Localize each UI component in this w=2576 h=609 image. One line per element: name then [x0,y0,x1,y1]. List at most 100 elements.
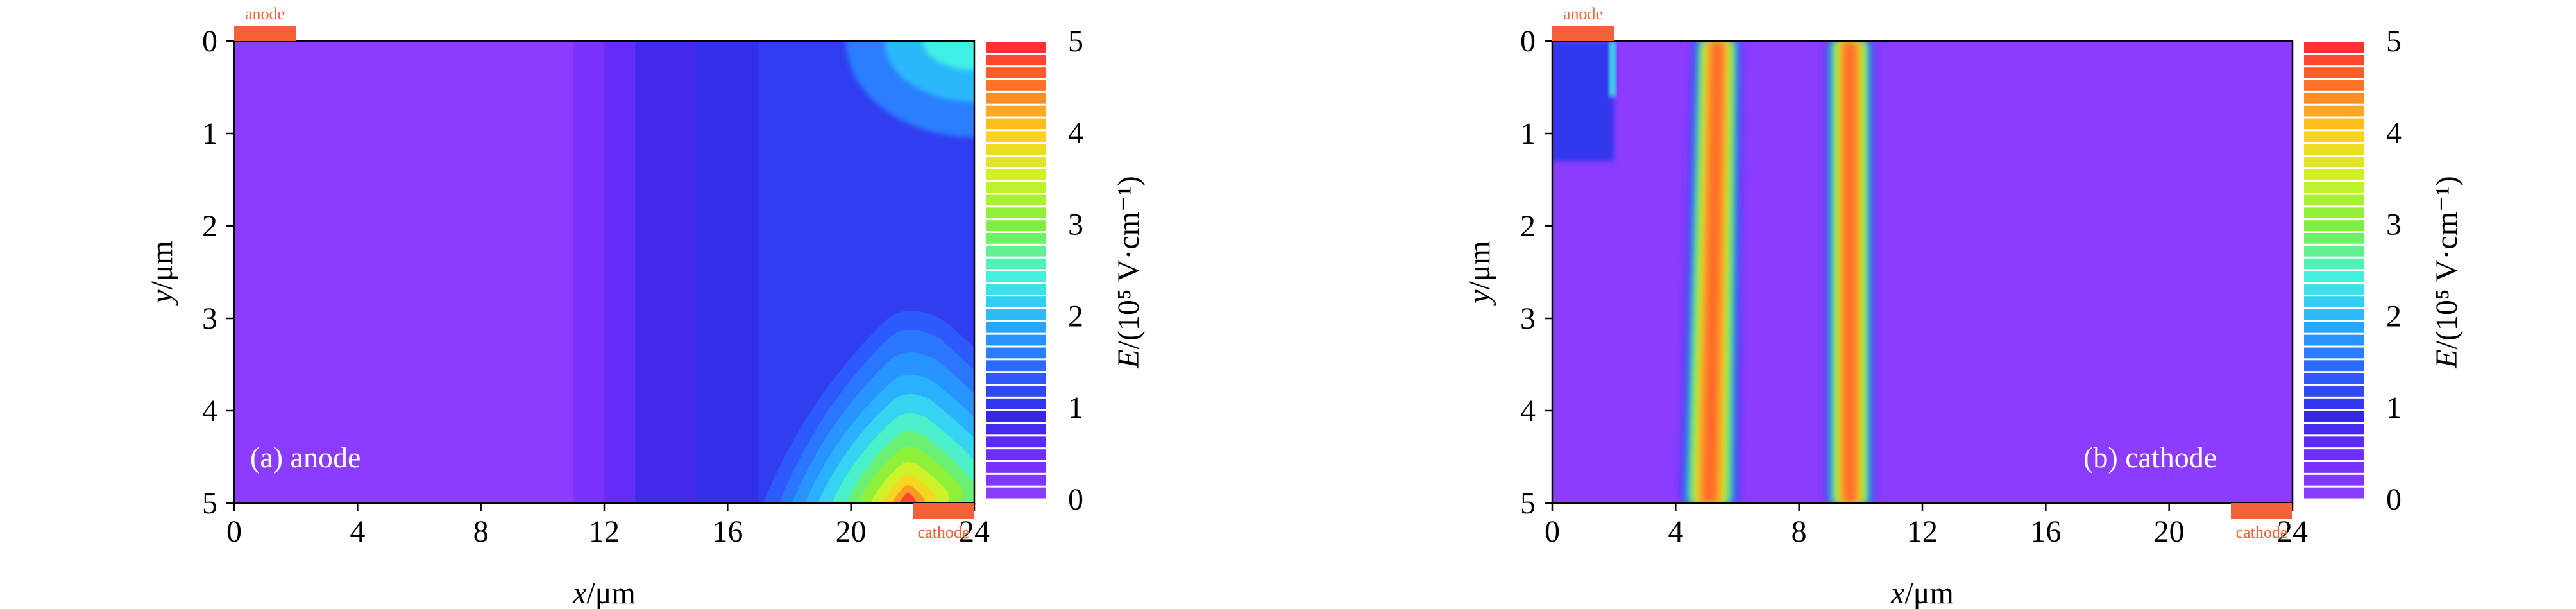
colorbar-swatch [2304,462,2364,473]
colorbar-swatch [2304,386,2364,397]
colorbar-swatch [2304,92,2364,104]
y-tick-label: 0 [1520,24,1536,58]
colorbar-swatch [2304,258,2364,270]
colorbar-swatch [2304,398,2364,409]
colorbar-swatch [2304,220,2364,231]
x-tick-label: 16 [712,515,743,549]
colorbar-tick-label: 3 [2386,208,2402,242]
colorbar-swatch [2304,144,2364,155]
panel-b-label: (b) cathode [2083,441,2217,474]
y-tick-label: 5 [202,486,217,520]
colorbar-swatch [2304,245,2364,257]
y-tick-label: 4 [202,394,217,428]
colorbar-swatch [2304,118,2364,130]
colorbar-swatch [986,80,1046,91]
colorbar-swatch [986,258,1046,270]
panel-b-x-ticks: 0 4 8 12 16 20 24 [1545,503,2308,549]
colorbar-tick-label: 5 [2386,24,2402,58]
panel-b-y-ticks: 0 1 2 3 4 5 [1520,24,1552,520]
panel-b-y-axis-label: y/μm [1462,241,1496,307]
colorbar-swatch [2304,157,2364,167]
high-field-band [1843,41,1857,503]
colorbar-swatch [2304,360,2364,372]
x-tick-label: 20 [836,515,867,549]
colorbar-swatch [2304,42,2364,53]
panel-b-colorbar: 0 1 2 3 4 5 [2304,24,2402,517]
colorbar-swatch [2304,487,2364,499]
colorbar-swatch [2304,322,2364,333]
colorbar-swatch [2304,105,2364,117]
colorbar-swatch [2304,233,2364,244]
colorbar-swatch [2304,55,2364,66]
field-background [1552,41,2292,503]
colorbar-swatch [986,424,1046,435]
colorbar-swatch [986,220,1046,231]
x-tick-label: 0 [1545,515,1560,549]
x-tick-label: 0 [226,515,242,549]
colorbar-swatch [986,67,1046,78]
field-region [635,41,698,503]
field-contour [923,41,974,70]
colorbar-swatch [2304,194,2364,206]
colorbar-swatch [2304,449,2364,460]
colorbar-swatch [2304,67,2364,78]
panel-b-anode-contact [1552,26,1614,41]
y-tick-label: 0 [202,24,217,58]
colorbar-swatch [986,92,1046,104]
colorbar-swatch [2304,207,2364,219]
colorbar-tick-label: 3 [1068,208,1083,242]
colorbar-swatch [986,449,1046,460]
colorbar-swatch [986,309,1046,320]
x-tick-label: 24 [2277,515,2308,549]
colorbar-swatch [986,271,1046,282]
colorbar-swatch [986,118,1046,130]
y-tick-label: 1 [1520,117,1536,151]
colorbar-swatch [986,144,1046,155]
colorbar-tick-label: 1 [2386,391,2402,425]
colorbar-swatch [986,42,1046,53]
colorbar-swatch [986,182,1046,193]
colorbar-swatch [986,322,1046,333]
x-tick-label: 12 [589,515,620,549]
panel-a-cathode-label: cathode [918,523,970,542]
colorbar-tick-label: 4 [1068,116,1083,150]
panel-b-cathode-label: cathode [2236,523,2288,542]
colorbar-tick-label: 4 [2386,116,2402,150]
field-corner-region [1552,41,1614,162]
field-region [234,41,574,503]
colorbar-swatch [2304,436,2364,448]
colorbar-swatch [2304,424,2364,435]
y-tick-label: 5 [1520,486,1536,520]
colorbar-swatch [2304,296,2364,307]
colorbar-swatch [986,55,1046,66]
x-tick-label: 24 [959,515,990,549]
x-tick-label: 20 [2154,515,2185,549]
colorbar-tick-label: 0 [1068,483,1083,517]
colorbar-tick-label: 5 [1068,24,1083,58]
panel-a-cathode-contact [913,503,974,519]
colorbar-swatch [986,207,1046,219]
colorbar-tick-label: 2 [1068,299,1083,333]
panel-a-field-map [234,41,974,503]
colorbar-tick-label: 1 [1068,391,1083,425]
panel-a-x-ticks: 0 4 8 12 16 20 24 [226,503,990,549]
colorbar-tick-label: 2 [2386,299,2402,333]
field-contour [899,493,917,503]
colorbar-swatch [986,373,1046,384]
colorbar-swatch [986,169,1046,180]
y-tick-label: 2 [202,209,217,243]
colorbar-swatch [2304,474,2364,486]
panel-a-anode-label: anode [245,4,285,23]
colorbar-swatch [986,386,1046,397]
panel-a-anode-contact [234,26,296,41]
panel-a-y-ticks: 0 1 2 3 4 5 [202,24,234,520]
field-corner-edge [1609,41,1616,97]
panel-b-x-axis-label: x/μm [1890,576,1954,609]
panel-a-x-axis-label: x/μm [572,576,636,609]
colorbar-swatch [986,334,1046,346]
x-tick-label: 4 [350,515,365,549]
panel-b-field-map [1552,41,2292,503]
colorbar-swatch [2304,80,2364,91]
